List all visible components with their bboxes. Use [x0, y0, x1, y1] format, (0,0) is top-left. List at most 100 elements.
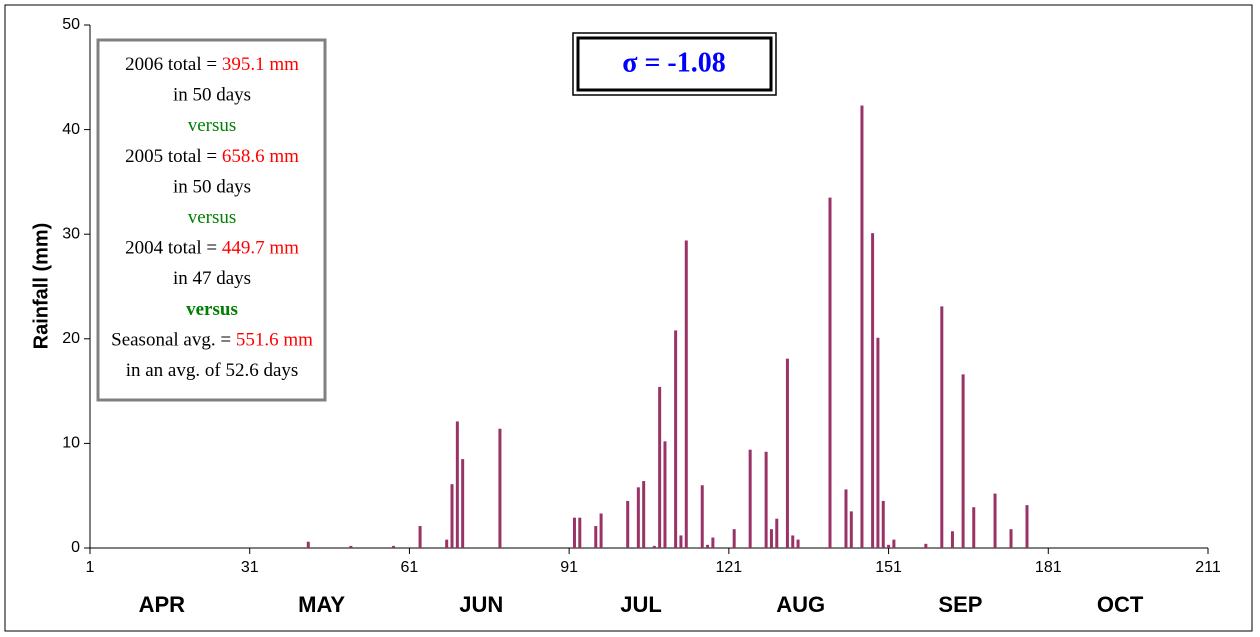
legend-box [96, 38, 327, 402]
bar [950, 531, 954, 548]
y-tick-label: 10 [62, 435, 80, 452]
text-segment: in an avg. of 52.6 days [126, 360, 299, 381]
text-box-line: Seasonal avg. = 551.6 mm [111, 330, 313, 351]
bar [626, 500, 630, 548]
text-box-line: in 47 days [173, 269, 251, 290]
bar [642, 481, 646, 548]
text-box-line: 2006 total = 395.1 mm [125, 54, 299, 75]
bar [658, 386, 662, 548]
bar [599, 513, 603, 548]
bar [764, 451, 768, 548]
bar [679, 535, 683, 548]
text-segment: in 47 days [173, 269, 251, 290]
x-tick-label: 1 [86, 559, 95, 576]
x-tick-label: 31 [241, 559, 259, 576]
sigma-box-outer [572, 32, 777, 96]
bar [972, 507, 976, 548]
text-segment: in 50 days [173, 177, 251, 198]
bar [892, 539, 896, 548]
text-segment: 395.1 mm [222, 54, 299, 75]
bar [871, 233, 875, 549]
bar [748, 449, 752, 548]
bar [849, 511, 853, 548]
text-segment: 2005 total = [125, 146, 222, 167]
bar [636, 487, 640, 548]
text-box-line: 2005 total = 658.6 mm [125, 146, 299, 167]
text-segment: versus [188, 116, 237, 137]
bar [791, 535, 795, 548]
bar [924, 543, 928, 548]
bar [876, 337, 880, 548]
x-tick-label: 181 [1035, 559, 1062, 576]
month-label: APR [139, 592, 186, 617]
x-tick-label: 91 [560, 559, 578, 576]
x-tick-label: 61 [401, 559, 419, 576]
bar [860, 105, 864, 549]
bar [652, 545, 656, 548]
bar [674, 330, 678, 548]
text-box-line: versus [188, 116, 237, 137]
text-segment: Seasonal avg. = [111, 330, 236, 351]
bar [961, 374, 965, 548]
text-segment: 658.6 mm [222, 146, 299, 167]
bar [785, 358, 789, 548]
bar [706, 544, 710, 548]
sigma-box-inner [576, 36, 773, 92]
bar [940, 306, 944, 548]
text-segment: versus [188, 207, 237, 228]
bar [418, 526, 422, 548]
bar [1009, 529, 1013, 548]
x-tick-label: 151 [875, 559, 902, 576]
text-box-line: in 50 days [173, 177, 251, 198]
bar [498, 428, 502, 548]
bar [732, 529, 736, 548]
text-box-line: versus [186, 299, 238, 320]
sigma-label: σ = -1.08 [622, 47, 726, 78]
y-tick-label: 50 [62, 16, 80, 33]
bar [769, 529, 773, 548]
bar [684, 240, 688, 548]
bar [828, 197, 832, 548]
y-tick-label: 40 [62, 121, 80, 138]
bar [391, 545, 395, 548]
bar [663, 441, 667, 548]
bar [572, 517, 576, 548]
bar [594, 526, 598, 548]
text-segment: versus [186, 299, 238, 320]
text-box-line: 2004 total = 449.7 mm [125, 238, 299, 259]
bar [844, 489, 848, 548]
bar [450, 484, 454, 548]
text-segment: 551.6 mm [236, 330, 313, 351]
bar [700, 485, 704, 548]
month-label: MAY [298, 592, 345, 617]
x-tick-label: 211 [1195, 559, 1221, 576]
text-segment: 2004 total = [125, 238, 222, 259]
bar [887, 544, 891, 548]
y-tick-label: 20 [62, 330, 80, 347]
bar [993, 493, 997, 548]
bar [445, 539, 449, 548]
y-tick-label: 30 [62, 225, 80, 242]
y-tick-label: 0 [71, 539, 80, 556]
text-box-line: in an avg. of 52.6 days [126, 360, 299, 381]
y-axis-label: Rainfall (mm) [30, 223, 52, 350]
text-segment: 2006 total = [125, 54, 222, 75]
bar [455, 421, 459, 548]
month-label: OCT [1097, 592, 1144, 617]
bar [796, 539, 800, 548]
bar [578, 517, 582, 548]
month-label: AUG [776, 592, 825, 617]
bar [306, 541, 310, 548]
bar [881, 500, 885, 548]
bar [1025, 505, 1029, 548]
text-box-line: versus [188, 207, 237, 228]
x-tick-label: 121 [716, 559, 743, 576]
text-segment: 449.7 mm [222, 238, 299, 259]
text-segment: in 50 days [173, 85, 251, 106]
bar [349, 545, 353, 548]
bar [711, 537, 715, 548]
bar [775, 518, 779, 548]
month-label: SEP [938, 592, 982, 617]
month-label: JUL [620, 592, 662, 617]
